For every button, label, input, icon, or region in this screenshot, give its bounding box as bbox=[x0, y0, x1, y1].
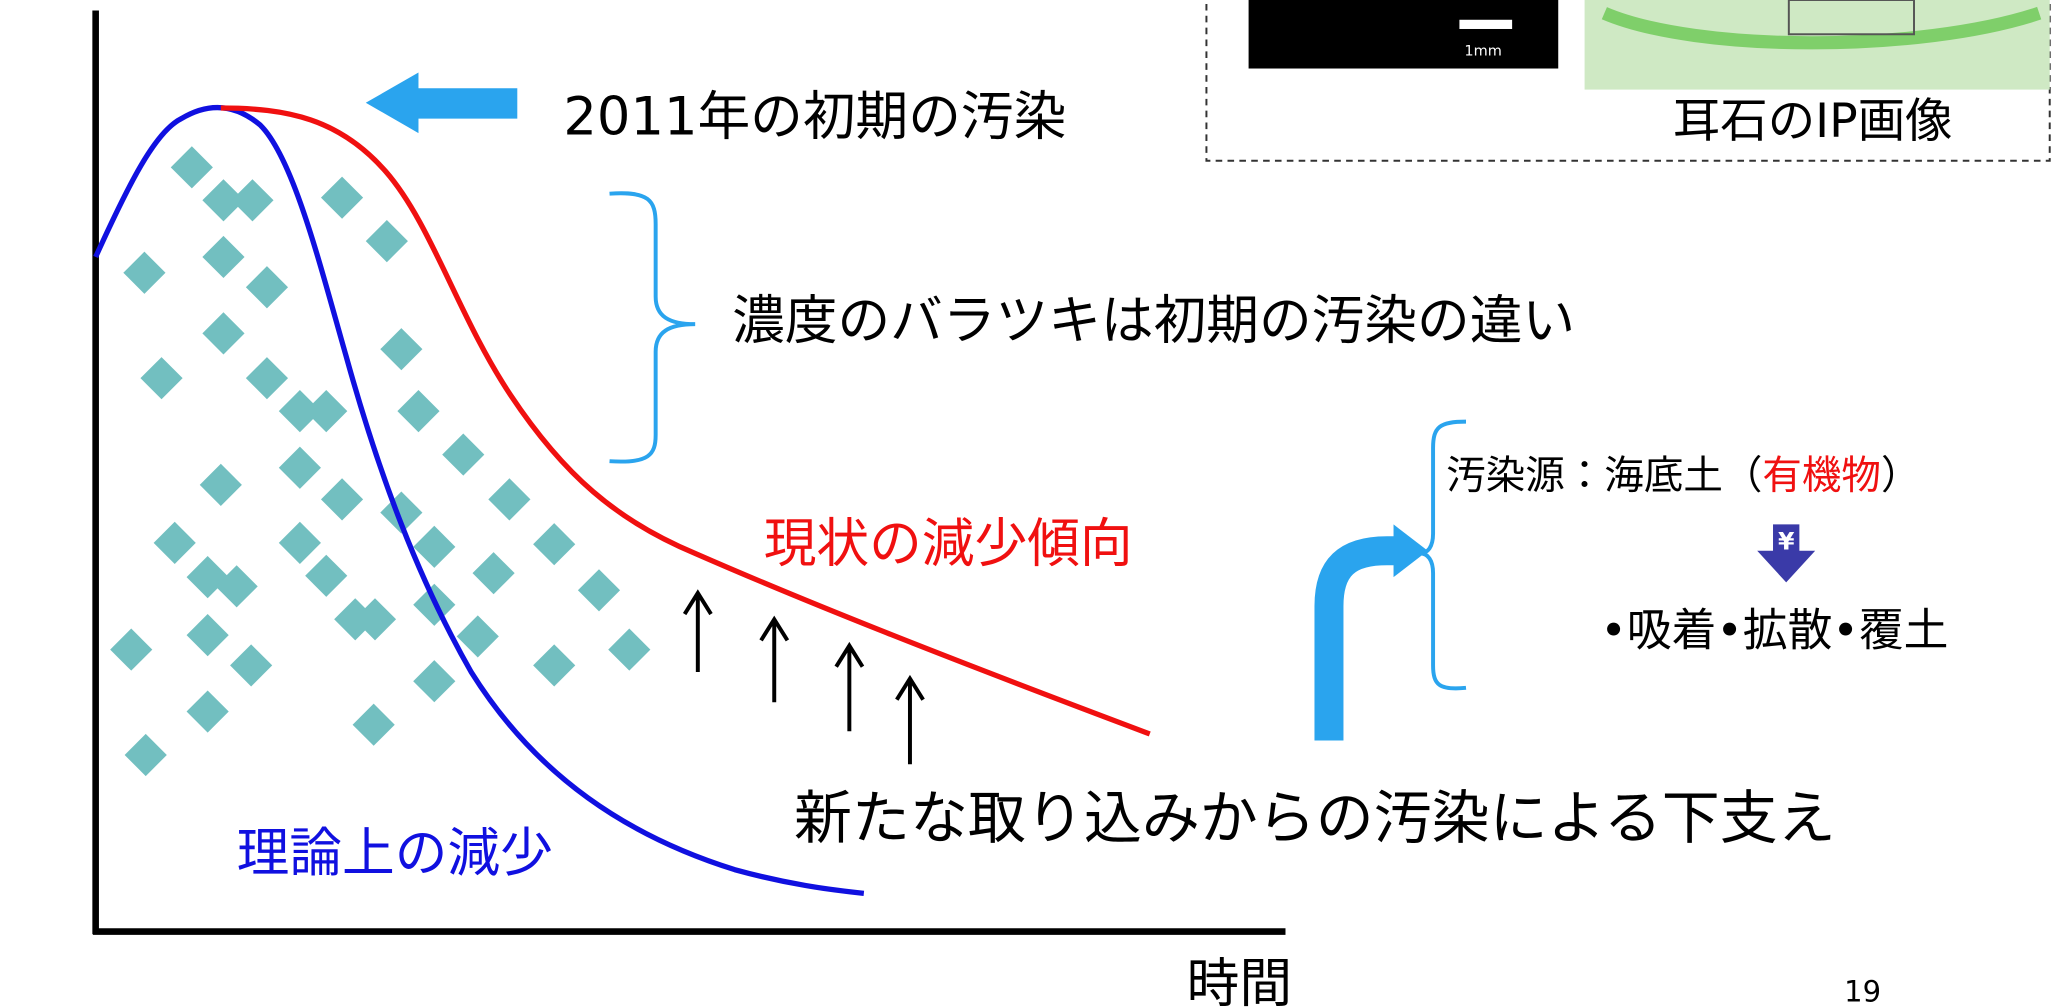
scatter-marker bbox=[153, 521, 196, 564]
process-label: •吸着•拡散•覆土 bbox=[1600, 604, 1948, 657]
scatter-marker bbox=[202, 235, 245, 279]
support-label: 新たな取り込みからの汚染による下支え bbox=[794, 784, 1836, 852]
scatter-marker bbox=[533, 644, 576, 687]
image-frame bbox=[1205, 0, 2051, 162]
scale-bar bbox=[1459, 19, 1513, 29]
micrograph bbox=[1248, 0, 1559, 69]
scatter-marker bbox=[202, 179, 245, 222]
page-number: 19 bbox=[1844, 974, 1881, 1008]
scatter-marker bbox=[472, 552, 515, 595]
scatter-marker bbox=[110, 628, 153, 671]
ip-image-band bbox=[1601, 6, 2042, 50]
scatter-marker bbox=[352, 703, 395, 746]
up-arrows bbox=[682, 589, 925, 765]
scatter-marker bbox=[231, 179, 274, 222]
scatter-marker bbox=[608, 628, 651, 671]
scatter-marker bbox=[365, 220, 408, 263]
down-arrow-symbol: ¥ bbox=[1778, 527, 1795, 555]
scatter-marker bbox=[456, 615, 499, 658]
scatter-marker bbox=[186, 690, 229, 733]
scatter-marker bbox=[186, 614, 229, 657]
x-axis-label: 時間 bbox=[1187, 953, 1292, 1008]
source-prefix: 汚染源：海底土（ bbox=[1446, 453, 1762, 499]
scatter-marker bbox=[278, 521, 321, 564]
scatter-marker bbox=[123, 251, 166, 294]
scatter-marker bbox=[380, 328, 423, 371]
source-highlight: 有機物 bbox=[1762, 453, 1881, 499]
scatter-marker bbox=[245, 266, 289, 309]
scatter-marker bbox=[278, 446, 321, 489]
scatter-marker bbox=[170, 146, 213, 189]
scatter-marker bbox=[488, 478, 531, 521]
variation-label: 濃度のバラツキは初期の汚染の違い bbox=[732, 291, 1575, 352]
scatter-marker bbox=[199, 463, 242, 506]
scatter-marker bbox=[397, 390, 440, 433]
image-caption: 耳石のIP画像 bbox=[1673, 94, 1953, 149]
scatter-marker bbox=[230, 644, 273, 687]
scale-label: 1mm bbox=[1464, 43, 1501, 59]
scatter-marker bbox=[245, 357, 289, 400]
initial-label: 2011年の初期の汚染 bbox=[563, 86, 1066, 147]
bent-arrow-head bbox=[1393, 524, 1428, 578]
scatter-marker bbox=[413, 525, 456, 568]
theoretical-curve bbox=[93, 104, 865, 896]
scatter-marker bbox=[305, 554, 348, 597]
scatter-marker bbox=[215, 565, 258, 608]
scatter-marker bbox=[413, 660, 456, 703]
current-curve bbox=[220, 105, 1151, 737]
scatter-marker bbox=[140, 357, 183, 400]
down-arrow bbox=[1757, 524, 1816, 583]
theory-label: 理論上の減少 bbox=[237, 823, 553, 884]
scatter-marker bbox=[442, 433, 485, 476]
source-label: 汚染源：海底土（有機物） bbox=[1446, 453, 1920, 499]
scatter-marker bbox=[305, 390, 348, 433]
ip-image-box bbox=[1787, 0, 1915, 36]
scatter-marker bbox=[202, 312, 245, 355]
trend-label: 現状の減少傾向 bbox=[764, 513, 1133, 574]
brace bbox=[609, 191, 696, 464]
scatter-marker bbox=[124, 733, 167, 777]
bracket bbox=[1419, 419, 1467, 691]
scatter-marker bbox=[320, 176, 364, 219]
scatter-marker bbox=[186, 556, 229, 599]
source-suffix: ） bbox=[1881, 453, 1921, 499]
scatter-marker bbox=[320, 478, 364, 521]
scatter-marker bbox=[533, 523, 576, 566]
arrow-left bbox=[365, 72, 518, 134]
scatter-marker bbox=[577, 569, 621, 612]
bent-arrow bbox=[1314, 536, 1397, 741]
